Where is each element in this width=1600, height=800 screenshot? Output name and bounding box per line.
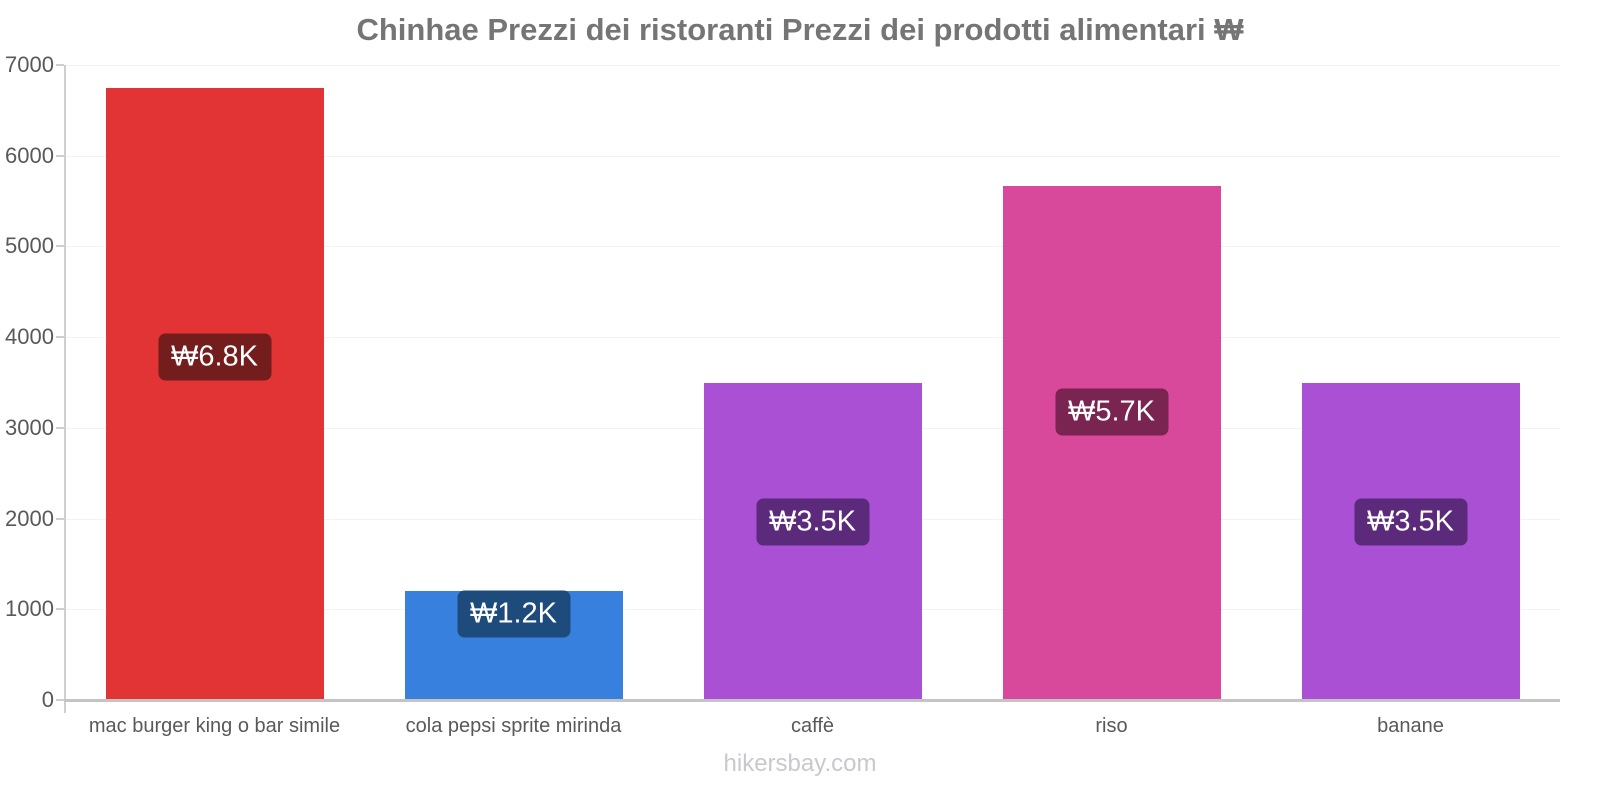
y-axis-tick bbox=[56, 336, 64, 339]
x-category-label: banane bbox=[1377, 715, 1444, 737]
bar-value-badge: ₩5.7K bbox=[1054, 388, 1169, 436]
y-tick-label: 1000 bbox=[5, 596, 54, 622]
bar-value-badge: ₩3.5K bbox=[755, 498, 870, 546]
y-tick-label: 5000 bbox=[5, 233, 54, 259]
y-axis-tick bbox=[56, 64, 64, 66]
y-tick-label: 3000 bbox=[5, 414, 54, 440]
bar-value-badge: ₩6.8K bbox=[157, 333, 272, 381]
gridline-5000 bbox=[65, 246, 1560, 248]
gridline-4000 bbox=[65, 337, 1560, 339]
gridline-6000 bbox=[65, 155, 1560, 157]
bar-riso bbox=[1002, 185, 1221, 699]
gridline-7000 bbox=[65, 65, 1560, 66]
bar-mac-burger-king-o-bar-simile bbox=[105, 87, 324, 699]
y-axis-line bbox=[64, 65, 66, 713]
y-tick-label: 4000 bbox=[5, 324, 54, 350]
y-tick-label: 6000 bbox=[5, 142, 54, 168]
y-axis-tick bbox=[56, 245, 64, 248]
y-axis-tick bbox=[56, 154, 64, 157]
x-category-label: caffè bbox=[791, 715, 834, 737]
y-tick-label: 0 bbox=[41, 687, 54, 712]
x-category-label: mac burger king o bar simile bbox=[88, 715, 341, 737]
y-axis-tick bbox=[56, 699, 64, 701]
x-category-label: riso bbox=[1095, 715, 1128, 737]
y-tick-label: 7000 bbox=[5, 52, 54, 77]
chart-title: Chinhae Prezzi dei ristoranti Prezzi dei… bbox=[356, 12, 1244, 47]
bar-value-badge: ₩3.5K bbox=[1353, 498, 1468, 546]
y-axis-tick bbox=[56, 608, 64, 611]
bar-value-badge: ₩1.2K bbox=[456, 590, 571, 638]
y-tick-label: 2000 bbox=[5, 505, 54, 531]
x-category-label: cola pepsi sprite mirinda bbox=[405, 715, 622, 737]
y-axis-tick bbox=[56, 426, 64, 429]
y-axis-tick bbox=[56, 517, 64, 520]
x-axis-line bbox=[64, 699, 1560, 702]
watermark-text: hikersbay.com bbox=[723, 750, 877, 777]
